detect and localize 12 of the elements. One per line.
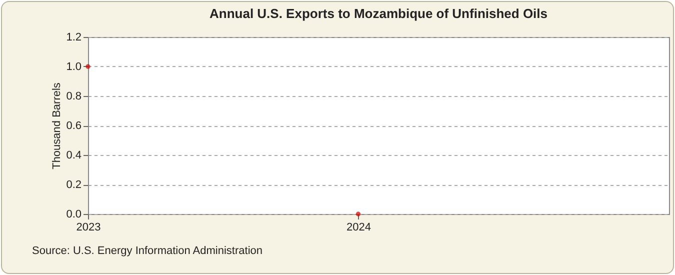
y-tick-label: 0.6 <box>66 120 82 132</box>
y-tick-label: 1.0 <box>66 61 82 73</box>
y-axis-title: Thousand Barrels <box>51 82 64 170</box>
y-tick-label: 0.4 <box>66 150 82 162</box>
x-tick-label: 2024 <box>346 222 371 234</box>
x-tick-label: 2023 <box>76 222 101 234</box>
source-note: Source: U.S. Energy Information Administration <box>32 245 262 257</box>
y-tick-label: 0.2 <box>66 179 82 191</box>
y-tick-label: 1.2 <box>66 32 82 44</box>
chart-title: Annual U.S. Exports to Mozambique of Unfinished Oils <box>209 6 548 21</box>
y-tick-label: 0.8 <box>66 90 82 102</box>
y-tick-label: 0.0 <box>66 208 82 220</box>
